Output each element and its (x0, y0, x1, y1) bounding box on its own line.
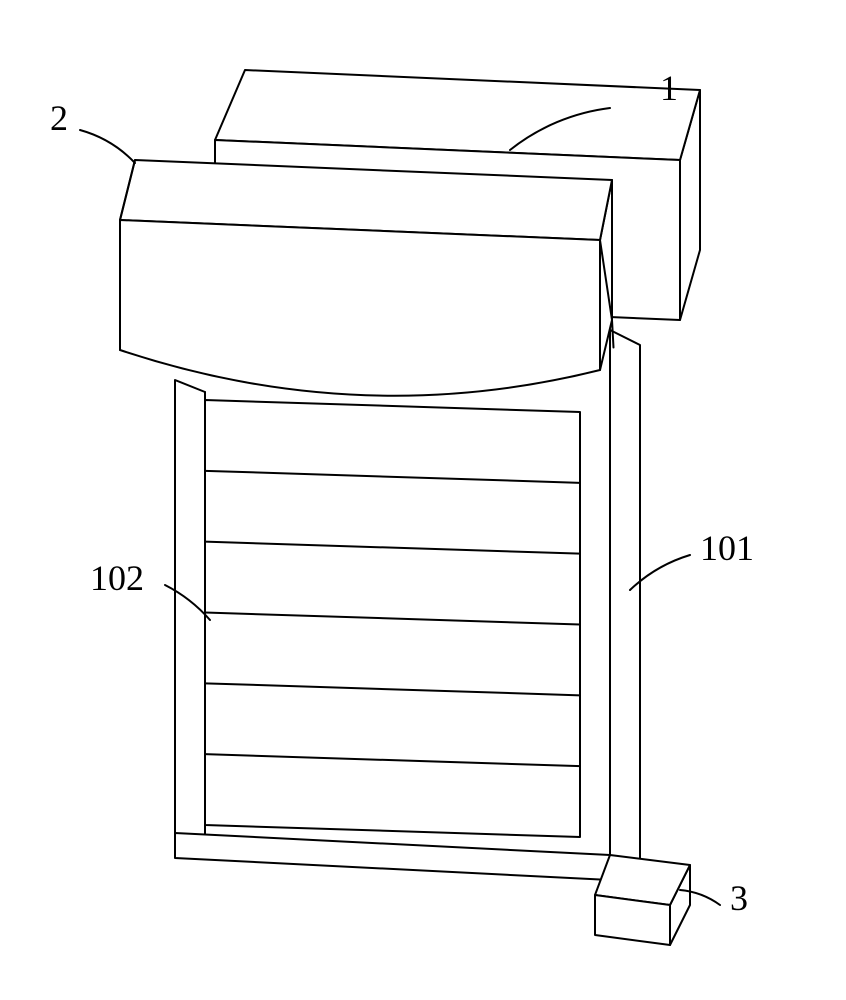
callout-101: 101 (700, 528, 754, 568)
motor-box-front (595, 895, 670, 945)
front-box-front (120, 220, 600, 396)
callout-3: 3 (730, 878, 748, 918)
rail-right (610, 330, 640, 870)
callout-2: 2 (50, 98, 68, 138)
bottom-bar-front (175, 833, 610, 880)
callout-1: 1 (660, 68, 678, 108)
callout-102: 102 (90, 558, 144, 598)
rail-left (175, 380, 205, 845)
leader-line (80, 130, 135, 163)
